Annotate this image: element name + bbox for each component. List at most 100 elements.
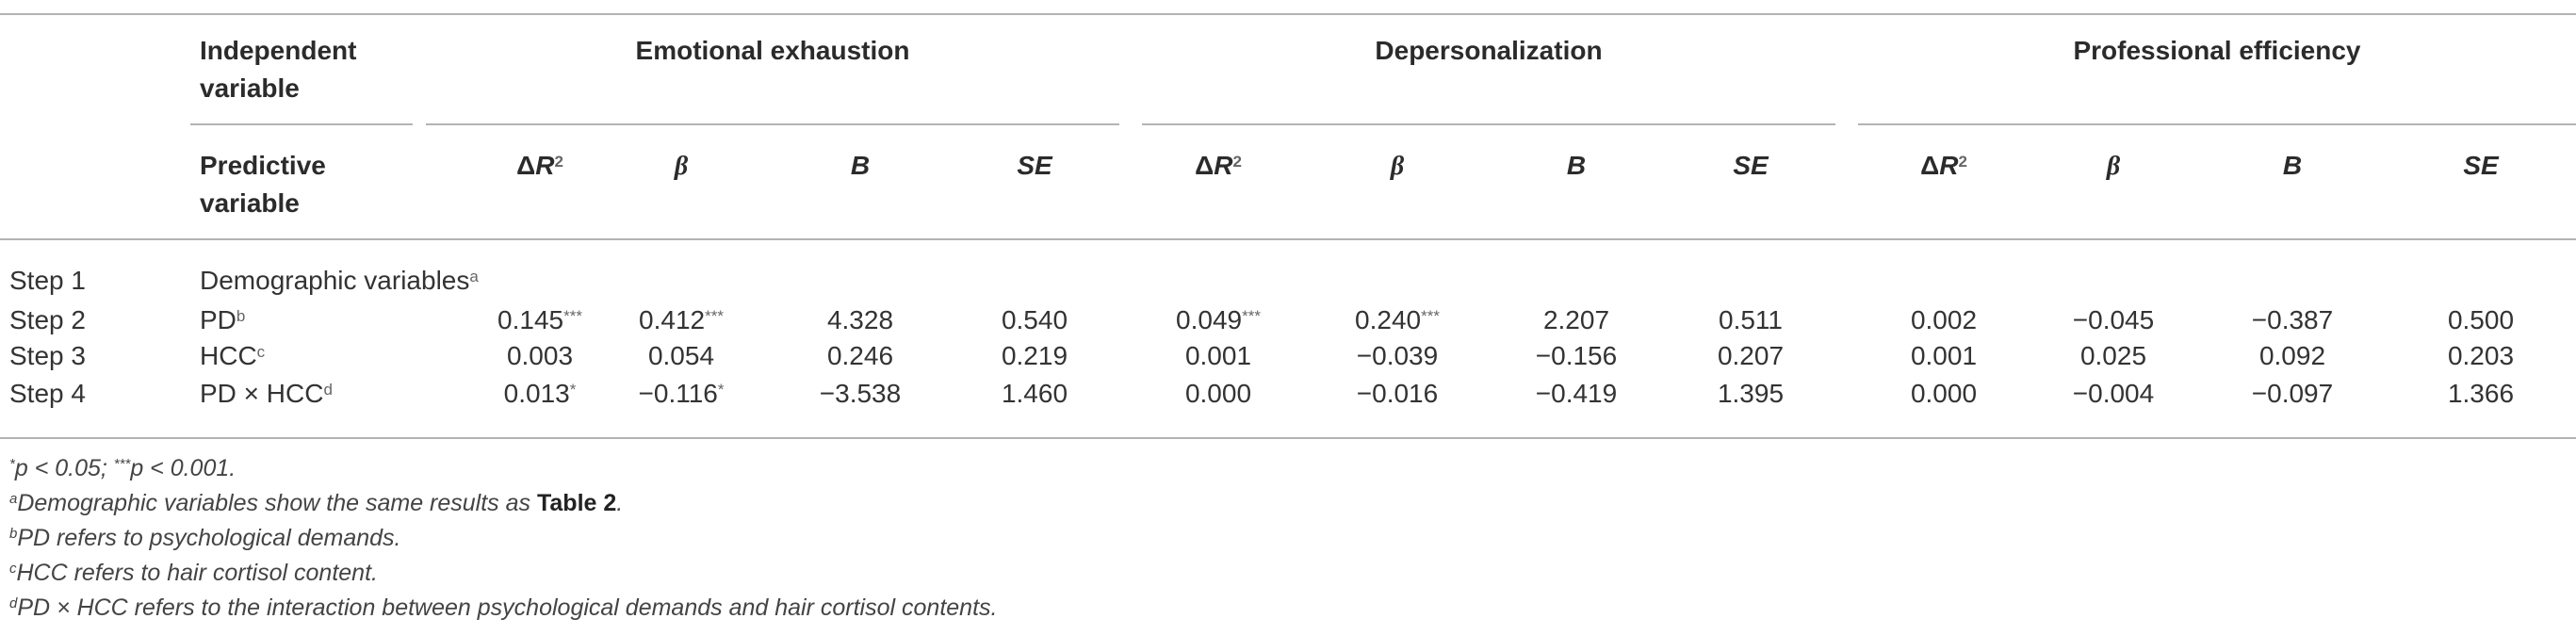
beta-symbol: β [674,152,689,181]
subheader-se: SE [2424,149,2537,183]
subheader-dr2: ΔR2 [483,149,596,183]
cell-value: −0.097 [2251,379,2334,408]
subheader-se: SE [1694,149,1807,183]
top-rule [0,13,2576,15]
predictor-footnote-marker: b [236,307,246,325]
cell-value: −0.419 [1535,379,1618,408]
table-cell: 1.366 [2405,377,2556,411]
predictor-text: Demographic variables [200,266,470,295]
table-cell: −0.045 [2038,303,2189,337]
table-cell: 0.500 [2405,303,2556,337]
table-cell: 0.412*** [606,303,757,337]
cell-value: 0.025 [2079,341,2147,370]
table-cell: 0.092 [2217,339,2368,373]
table-cell: 0.054 [606,339,757,373]
table-cell: 0.002 [1868,303,2019,337]
cell-value: 0.511 [1719,305,1783,334]
cell-value: 0.013 [503,379,570,408]
subheader-se: SE [978,149,1091,183]
step-label: Step 3 [9,341,86,370]
table-cell: 0.025 [2038,339,2189,373]
predictor-name: Demographic variablesa [200,264,479,298]
cell-value: 0.500 [2447,305,2515,334]
cell-value: 0.207 [1717,341,1785,370]
cell-value: 4.328 [826,305,894,334]
cell-value: 1.395 [1717,379,1785,408]
group-professional-efficiency: Professional efficiency [2073,36,2361,65]
significance-marker: * [569,381,577,399]
cell-value: −0.016 [1356,379,1439,408]
group-emotional-exhaustion: Emotional exhaustion [635,36,910,65]
predictor-text: PD [200,305,236,334]
subheader-dr2: ΔR2 [1162,149,1275,183]
significance-marker: *** [1242,307,1261,325]
table-cell: 0.001 [1868,339,2019,373]
cell-value: −0.116 [638,379,718,408]
table-cell: 0.219 [959,339,1110,373]
predictor-text: HCC [200,341,257,370]
footnote-a: aDemographic variables show the same res… [9,490,624,516]
predictor-footnote-marker: d [323,381,333,399]
cell-value: 0.002 [1910,305,1978,334]
header-bottom-rule [0,238,2576,240]
cell-value: 1.366 [2447,379,2515,408]
cell-value: −3.538 [819,379,902,408]
table-cell: 1.460 [959,377,1110,411]
significance-marker: *** [563,307,582,325]
subheader-beta: β [625,149,738,184]
step-label: Step 2 [9,305,86,334]
b-symbol: B [2282,151,2303,180]
table-cell: −0.039 [1322,339,1473,373]
table-cell: 0.511 [1675,303,1826,337]
predictor-name: HCCc [200,339,265,373]
cell-value: −0.387 [2251,305,2334,334]
cell-value: −0.039 [1356,341,1439,370]
table-cell: −0.116* [606,377,757,411]
cell-value: 0.145 [497,305,564,334]
b-symbol: B [850,151,871,180]
table-cell: 0.207 [1675,339,1826,373]
table-cell: 0.240*** [1322,303,1473,337]
cell-value: 0.092 [2258,341,2326,370]
table-bottom-rule [0,437,2576,439]
table-cell: 2.207 [1501,303,1652,337]
table-cell: −3.538 [785,377,936,411]
predictor-text: PD × HCC [200,379,324,408]
r-symbol: R [1939,151,1959,180]
cell-value: 0.240 [1355,305,1422,334]
cell-value: 0.001 [1184,341,1252,370]
table-cell: 1.395 [1675,377,1826,411]
table-2-reference: Table 2 [536,490,617,516]
table-cell: −0.387 [2217,303,2368,337]
cell-value: 0.049 [1176,305,1243,334]
group-underline-4 [1858,123,2576,125]
table-cell: 0.003 [465,339,615,373]
cell-value: 0.001 [1910,341,1978,370]
cell-value: −0.045 [2072,305,2155,334]
predictor-footnote-marker: a [469,268,479,285]
r-squared-sup: 2 [1958,153,1967,171]
cell-value: 0.054 [647,341,715,370]
table-cell: 0.001 [1143,339,1294,373]
footnote-d: dPD × HCC refers to the interaction betw… [9,594,998,621]
footnote-b: bPD refers to psychological demands. [9,525,401,551]
significance-marker: *** [1421,307,1440,325]
table-cell: 0.145*** [465,303,615,337]
cell-value: 0.219 [1001,341,1068,370]
beta-symbol: β [1390,152,1405,181]
table-cell: −0.016 [1322,377,1473,411]
predictor-name: PD × HCCd [200,377,333,411]
group-underline-1 [190,123,413,125]
delta-symbol: Δ [1195,151,1215,180]
group-underline-2 [426,123,1119,125]
delta-symbol: Δ [1920,151,1940,180]
table-cell: −0.419 [1501,377,1652,411]
table-cell: −0.004 [2038,377,2189,411]
table-cell: 0.246 [785,339,936,373]
table-cell: 0.540 [959,303,1110,337]
cell-value: 1.460 [1001,379,1068,408]
cell-value: 2.207 [1542,305,1610,334]
cell-value: 0.540 [1001,305,1068,334]
subheader-b: B [2236,149,2349,183]
cell-value: 0.203 [2447,341,2515,370]
